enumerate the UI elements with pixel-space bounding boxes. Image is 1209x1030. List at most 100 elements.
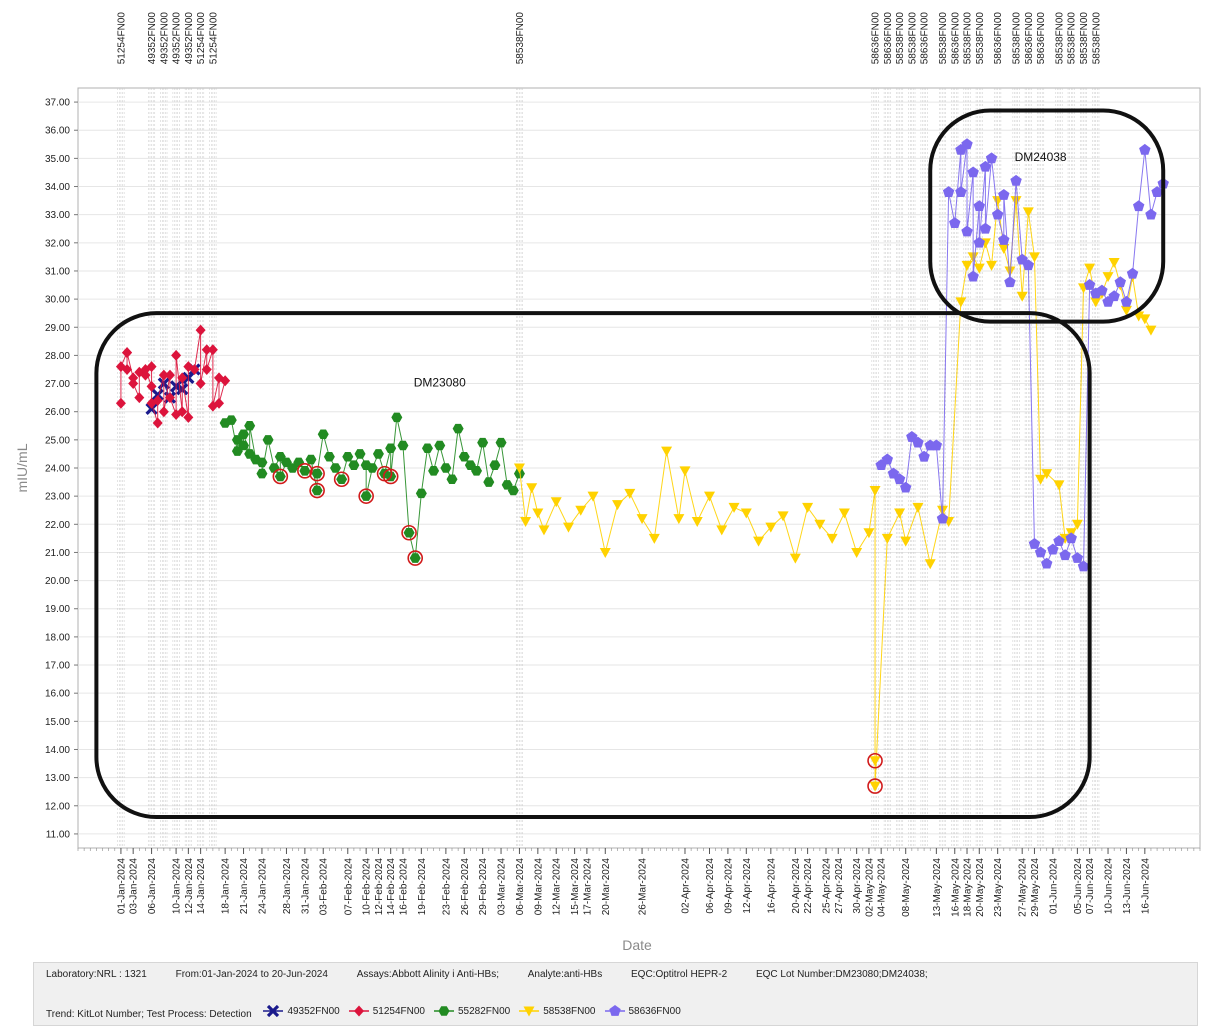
data-point	[201, 344, 212, 356]
analyte-label: Analyte:anti-HBs	[527, 969, 603, 980]
data-point	[679, 466, 691, 477]
x-tick-label: 13-Jun-2024	[1122, 858, 1133, 915]
trend-label: Trend: KitLot Number; Test Process: Dete…	[46, 1009, 252, 1020]
data-point	[128, 378, 139, 390]
y-tick-label: 14.00	[45, 745, 70, 756]
flagged-marker	[358, 488, 374, 504]
data-point	[495, 437, 507, 448]
data-point	[1010, 196, 1022, 207]
x-tick-label: 05-Jun-2024	[1073, 858, 1084, 915]
data-point	[979, 160, 992, 172]
x-tick-label: 29-May-2024	[1030, 858, 1041, 917]
data-point	[262, 435, 274, 445]
x-tick-label: 23-May-2024	[993, 858, 1004, 917]
data-point	[1145, 325, 1157, 336]
data-point	[1071, 552, 1084, 563]
data-point	[814, 519, 826, 530]
y-tick-label: 26.00	[45, 407, 70, 418]
legend-item: 58538FN00	[518, 1005, 596, 1017]
x-tick-label: 06-Mar-2024	[515, 858, 526, 916]
x-tick-label: 03-Jan-2024	[129, 858, 140, 915]
data-point	[1028, 252, 1040, 263]
lot-marker-label: 58636FN00	[1036, 12, 1047, 65]
chart-plot: 11.00 12.00 13.00 14.00 15.00 16.00 17.00 18.00…	[14, 12, 1201, 953]
x-tick-label: 23-Feb-2024	[441, 858, 452, 916]
data-point	[1053, 480, 1065, 491]
data-point	[256, 468, 268, 479]
data-point	[851, 547, 863, 558]
x-tick-label: 18-May-2024	[963, 858, 974, 917]
data-point	[1059, 549, 1071, 561]
data-point	[961, 138, 973, 150]
data-point	[311, 468, 323, 479]
data-point	[1004, 266, 1016, 277]
data-point	[354, 449, 366, 459]
x-tick-label: 15-Mar-2024	[570, 858, 581, 916]
data-point	[728, 502, 740, 513]
legend-label: 58538FN00	[543, 1005, 596, 1017]
data-point	[452, 423, 464, 434]
data-point	[1132, 200, 1145, 212]
data-point	[863, 528, 875, 539]
data-point	[1028, 538, 1041, 549]
data-point	[893, 473, 906, 485]
x-tick-label: 03-Mar-2024	[497, 858, 508, 916]
flagged-points	[272, 463, 883, 794]
x-tick-label: 31-Jan-2024	[300, 858, 311, 915]
data-point	[538, 525, 550, 536]
lot-markers: 51254FN00 49352FN00 49352FN00 49352FN00 4935…	[116, 12, 1102, 848]
data-point	[942, 186, 955, 198]
flagged-marker	[297, 463, 313, 479]
data-point	[936, 512, 949, 524]
data-point	[256, 457, 268, 468]
series-55282FN00	[219, 412, 525, 563]
data-point	[152, 417, 163, 429]
data-point	[955, 186, 967, 198]
data-point	[912, 502, 924, 513]
data-point	[122, 347, 133, 359]
data-point	[998, 234, 1010, 245]
x-tick-label: 13-May-2024	[932, 858, 943, 917]
data-point	[998, 188, 1010, 200]
data-point	[348, 460, 360, 470]
legend-marker	[353, 1005, 364, 1017]
data-point	[195, 378, 206, 390]
x-tick-label: 28-Jan-2024	[282, 858, 293, 915]
data-point	[1139, 143, 1151, 155]
data-point	[998, 243, 1010, 254]
data-point	[1035, 474, 1047, 485]
data-point	[428, 466, 440, 476]
data-point	[1004, 276, 1016, 288]
lot-marker-label: 49352FN00	[184, 12, 195, 65]
data-point	[967, 270, 979, 282]
data-point	[1108, 258, 1120, 269]
data-point	[477, 437, 489, 448]
data-point	[575, 505, 587, 516]
y-tick-label: 17.00	[45, 661, 70, 672]
flagged-marker	[407, 550, 424, 566]
data-point	[1034, 546, 1047, 558]
data-point	[802, 502, 814, 513]
data-point	[1120, 295, 1133, 307]
x-tick-label: 21-Jan-2024	[239, 858, 250, 915]
lot-marker-label: 58538FN00	[895, 12, 906, 65]
x-tick-label: 17-Mar-2024	[582, 858, 593, 916]
lot-marker-label: 58538FN00	[938, 12, 949, 65]
flagged-marker	[401, 524, 417, 541]
lot-marker-label: 51254FN00	[116, 12, 127, 65]
data-point	[207, 344, 218, 356]
lot-marker-label: 58538FN00	[1079, 12, 1090, 65]
y-tick-label: 30.00	[45, 295, 70, 306]
y-tick-label: 13.00	[45, 773, 70, 784]
data-point	[789, 553, 801, 564]
data-point	[973, 236, 985, 248]
x-tick-label: 08-May-2024	[901, 858, 912, 917]
data-point	[238, 429, 250, 439]
region-boxes	[94, 108, 1166, 820]
data-point	[483, 477, 495, 487]
x-tick-label: 25-Apr-2024	[822, 858, 833, 914]
flagged-marker	[333, 471, 350, 488]
x-tick-label: 12-Mar-2024	[552, 858, 563, 916]
annotations: DM23080 DM24038	[414, 150, 1067, 389]
